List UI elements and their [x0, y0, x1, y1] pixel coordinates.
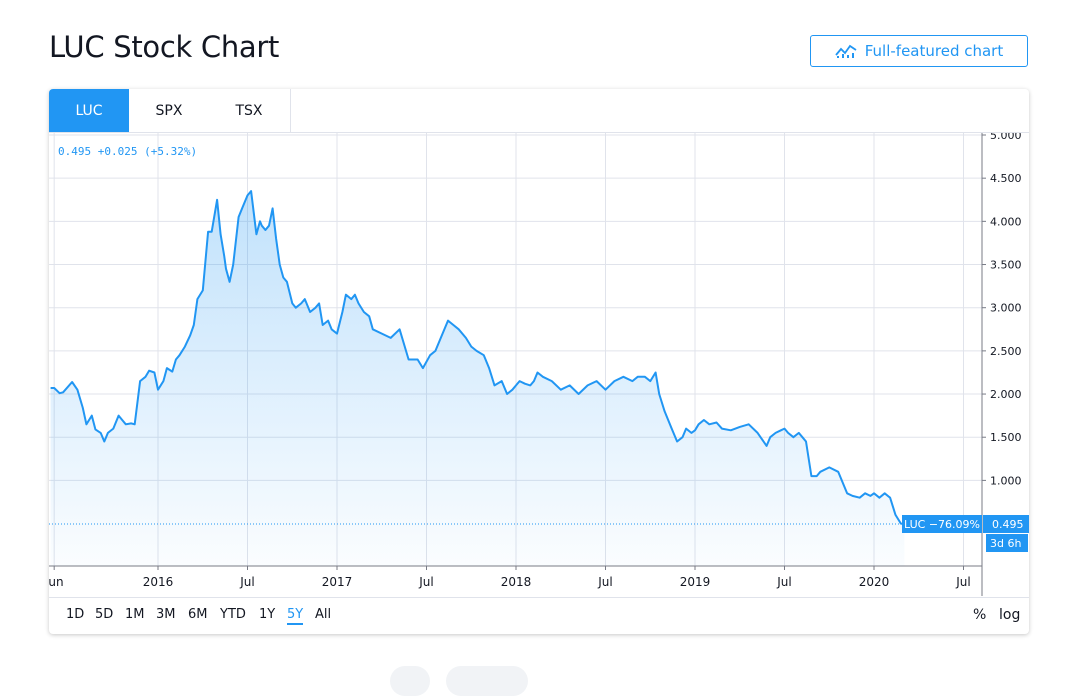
log-scale-button[interactable]: log	[999, 607, 1021, 623]
series-label-text: LUC −76.09%	[904, 518, 980, 531]
x-tick-label: 2016	[143, 575, 174, 589]
x-tick-label: Jul	[418, 575, 433, 589]
price-legend: 0.495 +0.025 (+5.32%)	[58, 145, 198, 158]
y-tick-label: 3.000	[990, 302, 1022, 315]
range-1y-button[interactable]: 1Y	[259, 607, 276, 622]
tab-tsx[interactable]: TSX	[235, 102, 263, 119]
axes: 5.000 4.500 4.000 3.500 3.000 2.500 2.000 1.500…	[49, 133, 1029, 596]
chart-icon	[835, 44, 857, 58]
scroll-hint-right	[446, 666, 528, 696]
x-tick-label: 2017	[322, 575, 353, 589]
countdown-text: 3d 6h	[990, 537, 1021, 550]
x-tick-label: Jul	[955, 575, 970, 589]
full-featured-chart-button[interactable]: Full-featured chart	[810, 35, 1028, 67]
x-tick-label: Jul	[239, 575, 254, 589]
series-area	[50, 191, 905, 566]
y-tick-label: 3.500	[990, 259, 1022, 272]
countdown-badge	[986, 534, 1028, 552]
y-tick-label: 1.000	[990, 474, 1022, 487]
range-5d-button[interactable]: 5D	[95, 607, 114, 622]
y-tick-label: 2.000	[990, 388, 1022, 401]
y-tick-label: 2.500	[990, 345, 1022, 358]
x-tick-label: 2018	[501, 575, 532, 589]
range-6m-button[interactable]: 6M	[188, 607, 208, 622]
percent-scale-button[interactable]: %	[973, 607, 987, 623]
y-tick-label: 4.500	[990, 172, 1022, 185]
symbol-tabs: LUC SPX TSX	[49, 89, 1029, 133]
range-5y-button[interactable]: 5Y	[287, 607, 304, 625]
x-tick-label: 2019	[680, 575, 711, 589]
y-tick-label: 4.000	[990, 215, 1022, 228]
range-3m-button[interactable]: 3M	[156, 607, 176, 622]
last-price-badge	[983, 515, 1029, 533]
last-price-value: 0.495	[992, 518, 1024, 531]
x-tick-label: 2020	[859, 575, 890, 589]
y-tick-label: 1.500	[990, 431, 1022, 444]
range-1m-button[interactable]: 1M	[125, 607, 145, 622]
page-title: LUC Stock Chart	[49, 30, 280, 64]
x-tick-label: Jul	[776, 575, 791, 589]
x-tick-label: Jun	[49, 575, 64, 589]
tab-divider	[290, 89, 291, 132]
tab-luc[interactable]: LUC	[49, 89, 129, 132]
x-tick-label: Jul	[597, 575, 612, 589]
range-bar: 1D 5D 1M 3M 6M YTD 1Y 5Y All % log	[49, 597, 1029, 634]
series-label-badge	[902, 515, 982, 533]
chart-widget: LUC SPX TSX 5.000 4.500 4.000 3.500 3.000 2.5…	[49, 89, 1029, 634]
range-1d-button[interactable]: 1D	[66, 607, 85, 622]
scroll-hint-left	[390, 666, 430, 696]
full-featured-chart-label: Full-featured chart	[864, 42, 1004, 60]
tab-spx[interactable]: SPX	[155, 102, 183, 119]
series-line	[50, 190, 905, 525]
y-tick-label: 5.000	[990, 133, 1022, 142]
range-all-button[interactable]: All	[315, 607, 332, 622]
series-layer	[49, 190, 982, 566]
price-chart[interactable]: 5.000 4.500 4.000 3.500 3.000 2.500 2.000 1.500…	[49, 133, 1029, 597]
range-ytd-button[interactable]: YTD	[220, 607, 246, 622]
